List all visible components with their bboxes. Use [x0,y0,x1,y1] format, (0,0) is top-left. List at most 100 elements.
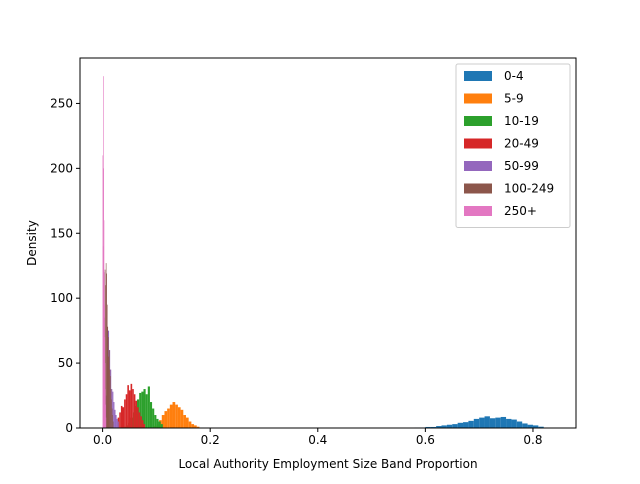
legend-entry: 100-249 [464,182,554,196]
legend-swatch [464,116,492,126]
bar [527,424,533,428]
y-tick-label: 50 [58,356,73,370]
bar [183,415,186,428]
bar [127,385,129,428]
bar [130,383,133,428]
bar [436,426,442,428]
bar [116,418,118,428]
legend-label: 20-49 [504,137,539,151]
bar [107,326,109,428]
bar [110,389,112,428]
y-tick-label: 150 [50,226,73,240]
legend-swatch [464,93,492,104]
bar [152,408,155,428]
bar [156,418,159,428]
bar [463,422,469,428]
legend-entry: 50-99 [464,159,539,173]
bar [132,389,134,428]
bar [106,273,107,428]
legend-swatch [464,71,492,81]
bar [138,412,141,428]
bar [132,412,135,428]
bar [185,417,189,428]
bar [154,415,157,428]
bar [180,409,184,428]
bar [145,394,148,428]
bar [161,415,165,428]
bar [516,421,523,428]
bar [108,356,110,428]
legend-label: 100-249 [504,182,554,196]
bar [500,416,507,428]
bar [115,415,117,428]
legend-label: 250+ [504,204,537,218]
bar [143,424,146,428]
bar [511,419,517,428]
series-250+ [102,76,107,429]
series-0-4 [414,416,544,428]
bar [188,421,192,428]
bar [147,386,150,428]
bar [109,350,110,428]
bar [112,415,113,428]
bar [124,399,126,428]
bar [149,402,153,428]
bar [479,417,485,428]
bar [112,391,114,428]
bar [538,426,544,428]
bar [110,376,111,428]
legend-entry: 10-19 [464,114,539,128]
legend-swatch [464,206,492,216]
bar [117,421,119,428]
y-tick-label: 250 [50,96,73,110]
bar [484,416,490,428]
bar [111,408,113,428]
bar [128,390,131,428]
bar [139,392,142,428]
bar [164,411,168,428]
bar [114,409,116,428]
bar [105,404,106,428]
bar [106,304,108,428]
bar [196,426,200,428]
legend-label: 50-99 [504,159,539,173]
legend-label: 5-9 [504,92,524,106]
bar [107,337,109,428]
bar [112,421,114,428]
bar [522,423,528,428]
bar [141,420,144,428]
bar [140,416,142,428]
bar [489,418,496,428]
legend-entry: 5-9 [464,92,524,106]
bar [452,424,458,428]
bar [135,400,138,428]
bar [172,402,176,428]
bar [141,391,144,428]
bar [194,425,197,428]
bar [175,404,178,428]
bar [457,422,464,428]
bar [137,407,139,428]
bar [506,418,512,428]
bar [441,425,447,428]
bar [446,424,453,428]
x-tick-label: 0.8 [523,433,542,447]
legend-entry: 20-49 [464,137,539,151]
legend-entry: 0-4 [464,69,524,83]
bars-layer [102,76,544,429]
x-tick-label: 0.6 [416,433,435,447]
bar [105,417,107,428]
bar [177,407,181,428]
y-axis: 0 50 100 150 200 250 [50,96,80,435]
bar [143,389,146,428]
bar [133,394,136,428]
x-tick-label: 0.0 [93,433,112,447]
bar [430,426,437,428]
bar [105,263,107,428]
legend-entry: 250+ [464,204,537,218]
x-axis-label: Local Authority Employment Size Band Pro… [178,457,477,471]
x-tick-label: 0.2 [201,433,220,447]
bar [160,424,163,428]
